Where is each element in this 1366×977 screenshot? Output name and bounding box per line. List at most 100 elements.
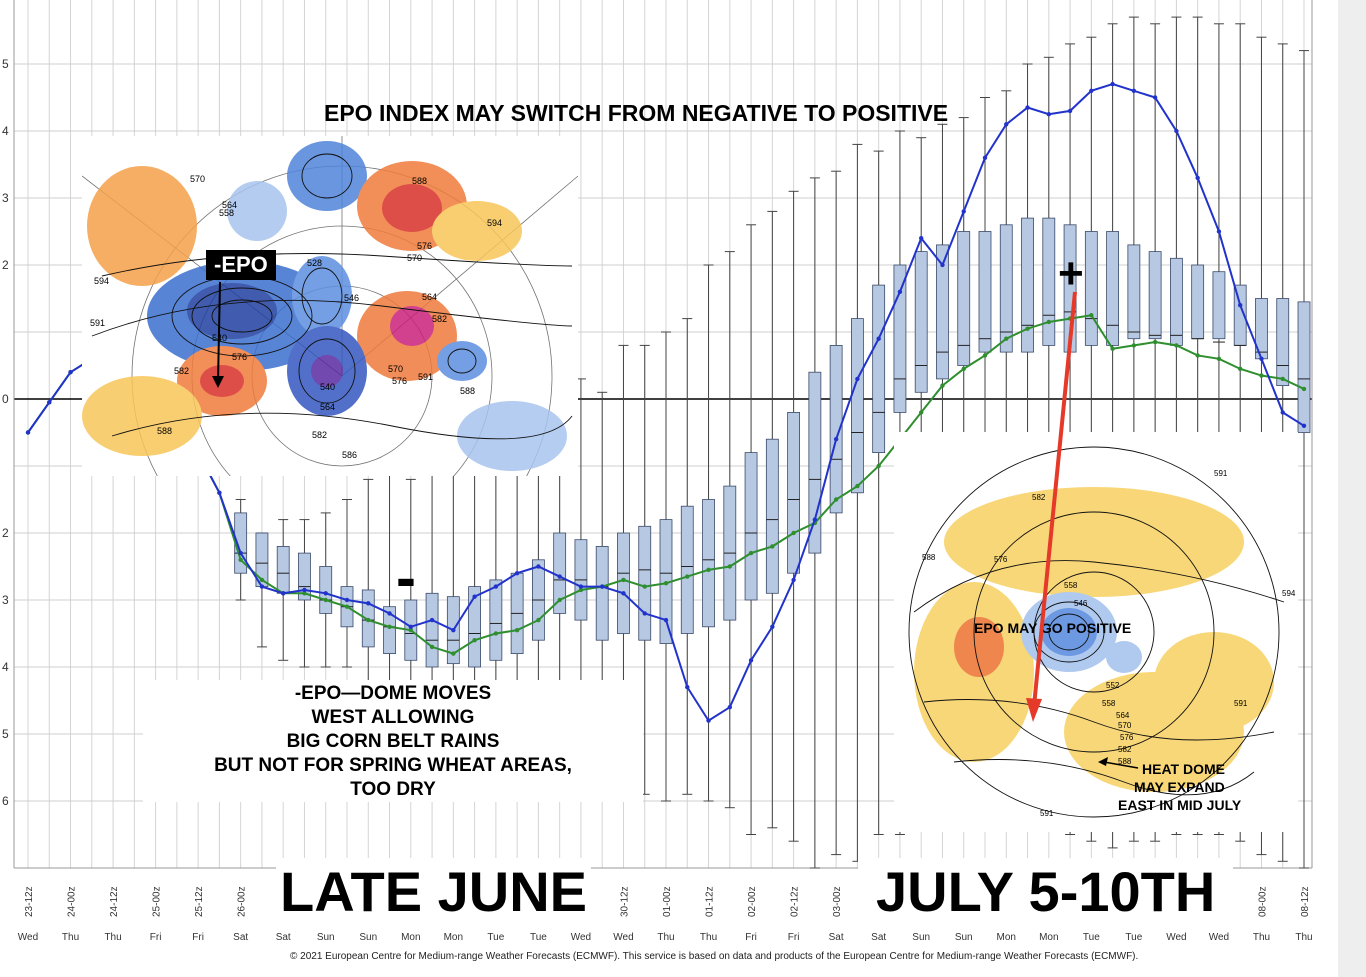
ensemble-box	[1170, 257, 1183, 346]
day-label: Thu	[657, 932, 674, 943]
x-tick-label: 02-00z	[747, 886, 758, 917]
day-label: Mon	[401, 932, 420, 943]
left-map-tag: -EPO	[206, 250, 276, 280]
svg-text:564: 564	[222, 200, 237, 210]
control-line-point	[281, 591, 286, 596]
x-tick-label: 23-12z	[24, 886, 35, 917]
ensemble-box	[595, 546, 609, 641]
day-label: Sat	[276, 932, 291, 943]
ensemble-box	[425, 592, 439, 668]
svg-text:564: 564	[1116, 711, 1130, 720]
x-tick-label: 01-00z	[662, 886, 673, 917]
control-line-point	[238, 550, 243, 556]
y-tick-label: 4	[2, 124, 9, 138]
ensemble-mean-line-point	[833, 497, 839, 502]
svg-text:570: 570	[388, 364, 403, 374]
ensemble-box	[1042, 217, 1056, 346]
right-map-note-1: HEAT DOME	[1142, 761, 1225, 777]
y-tick-label: 5	[2, 727, 9, 741]
y-tick-label: 2	[2, 526, 9, 540]
svg-text:546: 546	[1074, 599, 1088, 608]
ensemble-mean-line-point	[727, 564, 732, 569]
y-tick-label: 2	[2, 258, 9, 272]
day-label: Thu	[1295, 932, 1312, 943]
ensemble-mean-line-point	[1259, 373, 1264, 378]
day-label: Sun	[359, 932, 377, 943]
ensemble-box	[829, 344, 843, 514]
control-line-point	[1195, 175, 1200, 181]
ensemble-mean-line-point	[429, 644, 435, 650]
control-line-point	[408, 624, 413, 629]
control-line-point	[770, 624, 775, 629]
svg-text:588: 588	[460, 386, 475, 396]
ensemble-box	[702, 499, 715, 628]
ensemble-mean-line-point	[1216, 356, 1222, 361]
svg-text:582: 582	[174, 366, 189, 376]
control-line-point	[217, 490, 222, 495]
ensemble-box	[468, 586, 482, 668]
day-label: Tue	[1125, 932, 1142, 943]
control-line-point	[1238, 303, 1243, 308]
ensemble-mean-line-point	[982, 353, 988, 358]
left-note-line-3: BIG CORN BELT RAINS	[286, 731, 500, 752]
ensemble-mean-line-point	[557, 597, 562, 603]
ensemble-mean-line-point	[536, 617, 541, 623]
ensemble-box	[787, 411, 800, 574]
day-label: Sun	[955, 932, 973, 943]
svg-text:552: 552	[1106, 681, 1120, 690]
ensemble-box	[383, 606, 396, 655]
ensemble-mean-line-point	[408, 627, 413, 633]
scrollbar[interactable]	[1338, 0, 1366, 977]
y-tick-label: 3	[2, 191, 9, 205]
ensemble-box	[1212, 271, 1226, 340]
day-label: Thu	[1253, 932, 1270, 943]
ensemble-mean-line-point	[663, 581, 669, 586]
x-tick-label: 02-12z	[790, 886, 801, 917]
svg-text:594: 594	[487, 218, 502, 228]
ensemble-box	[1297, 301, 1311, 433]
ensemble-mean-line-point	[876, 463, 881, 469]
day-label: Tue	[1083, 932, 1100, 943]
ensemble-mean-line-point	[259, 577, 265, 583]
control-line-point	[791, 577, 796, 583]
control-line-point	[642, 611, 647, 616]
control-line-point	[727, 705, 732, 710]
control-line-point	[1004, 122, 1009, 127]
control-line-point	[493, 584, 499, 589]
left-note-line-1: -EPO—DOME MOVES	[294, 683, 492, 704]
ensemble-box	[319, 566, 333, 614]
y-tick-label: 0	[2, 392, 9, 406]
ensemble-mean-line-point	[919, 410, 924, 415]
svg-text:582: 582	[1032, 493, 1046, 502]
control-line-point	[919, 236, 924, 241]
svg-text:564: 564	[422, 292, 437, 302]
ensemble-box	[765, 438, 779, 594]
day-label: Sat	[871, 932, 886, 943]
ensemble-mean-line-point	[344, 604, 350, 609]
ensemble-box	[893, 264, 907, 413]
ensemble-mean-line-point	[493, 631, 499, 636]
svg-text:591: 591	[418, 372, 433, 382]
ensemble-box	[957, 231, 971, 366]
ensemble-box	[489, 579, 503, 661]
chart-headline: EPO INDEX MAY SWITCH FROM NEGATIVE TO PO…	[324, 100, 949, 126]
ensemble-mean-line-point	[1025, 326, 1030, 331]
ensemble-mean-line-point	[472, 638, 477, 643]
ensemble-mean-line-point	[1131, 343, 1137, 348]
ensemble-mean-line-point	[770, 544, 775, 549]
ensemble-box	[914, 251, 928, 393]
svg-text:546: 546	[344, 293, 359, 303]
control-line-point	[748, 658, 754, 663]
control-line-point	[1131, 88, 1137, 94]
right-map-note-2: MAY EXPAND	[1134, 779, 1225, 795]
day-label: Mon	[444, 932, 463, 943]
ensemble-box	[298, 552, 311, 601]
ensemble-box	[276, 546, 290, 594]
svg-text:570: 570	[1118, 721, 1132, 730]
left-note-line-2: WEST ALLOWING	[311, 707, 475, 728]
control-line-point	[1216, 229, 1222, 234]
ensemble-box	[1127, 244, 1141, 340]
ensemble-mean-line-point	[1004, 336, 1009, 341]
y-tick-label: 5	[2, 57, 9, 71]
svg-text:586: 586	[342, 450, 357, 460]
